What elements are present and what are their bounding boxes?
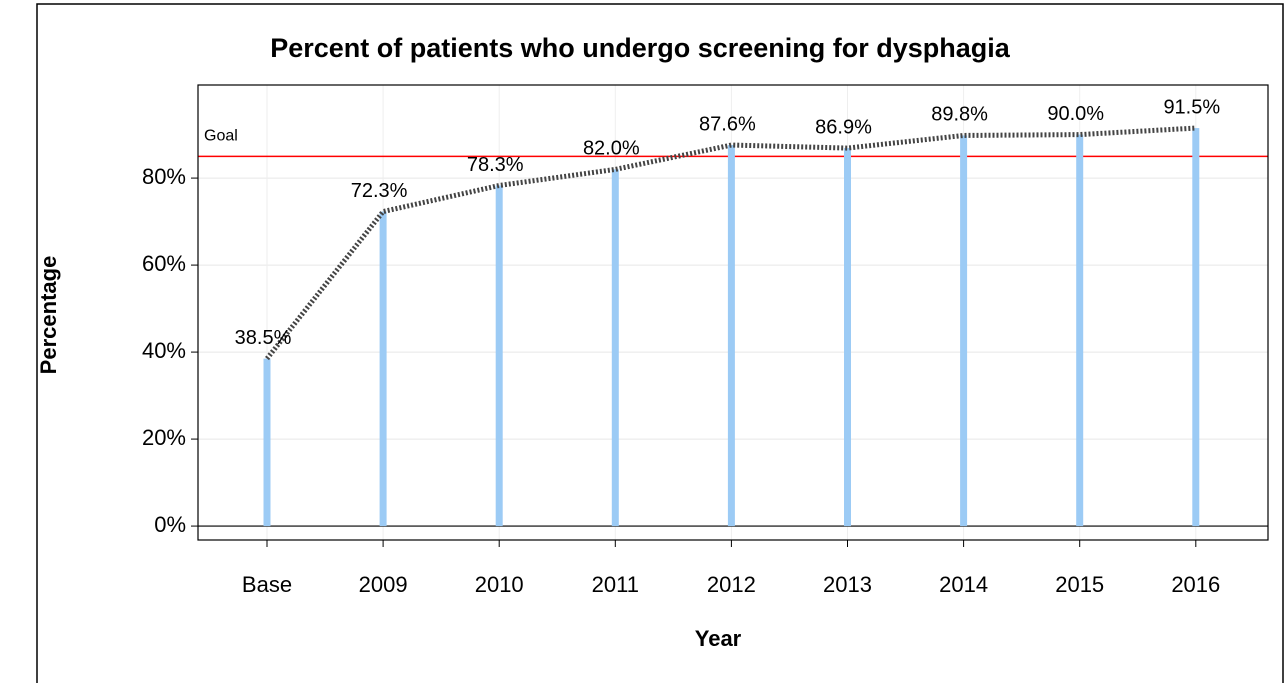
data-label: 87.6% <box>699 113 756 135</box>
bar <box>263 358 271 527</box>
bar <box>727 145 735 527</box>
trend-line <box>265 125 1196 361</box>
x-tick-label: 2015 <box>1055 572 1104 597</box>
x-tick-label: 2014 <box>939 572 988 597</box>
data-label: 86.9% <box>815 116 872 138</box>
bar <box>379 211 387 527</box>
x-tick-label: 2013 <box>823 572 872 597</box>
y-tick-label: 80% <box>142 164 186 189</box>
plot-border <box>197 84 1269 541</box>
x-tick-label: 2012 <box>707 572 756 597</box>
y-axis-label: Percentage <box>36 256 61 375</box>
data-label: 72.3% <box>351 180 408 202</box>
data-label: 89.8% <box>931 104 988 126</box>
x-tick-label: 2009 <box>359 572 408 597</box>
x-tick-label: Base <box>242 572 292 597</box>
x-axis-label: Year <box>695 626 742 651</box>
bar <box>495 185 503 527</box>
goal-label: Goal <box>204 128 238 145</box>
frame <box>36 3 1284 683</box>
data-label: 78.3% <box>467 154 524 176</box>
data-label: 82.0% <box>583 138 640 160</box>
y-tick-label: 40% <box>142 338 186 363</box>
y-tick-label: 0% <box>154 512 186 537</box>
y-tick-label: 60% <box>142 251 186 276</box>
data-label: 38.5% <box>235 327 292 349</box>
x-tick-label: 2011 <box>592 572 639 597</box>
chart-title: Percent of patients who undergo screenin… <box>270 33 1011 63</box>
bar <box>960 135 968 527</box>
x-tick-label: 2010 <box>475 572 524 597</box>
y-tick-label: 20% <box>142 425 186 450</box>
bar <box>1192 128 1200 527</box>
bar <box>611 169 619 527</box>
data-label: 91.5% <box>1163 96 1220 118</box>
data-label: 90.0% <box>1047 103 1104 125</box>
bar <box>1076 134 1084 527</box>
bar <box>844 148 851 527</box>
x-tick-label: 2016 <box>1171 572 1220 597</box>
